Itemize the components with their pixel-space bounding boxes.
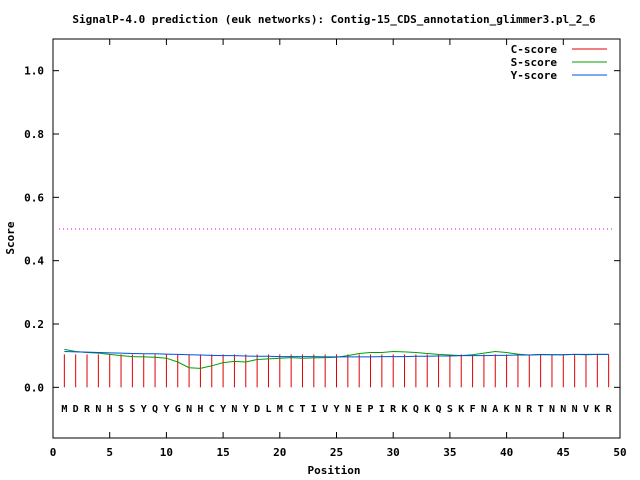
sequence-letter: N <box>231 404 237 415</box>
sequence-letter: K <box>402 404 408 415</box>
y-tick-label: 0.6 <box>24 191 44 204</box>
sequence-letter: C <box>209 404 215 415</box>
x-tick-label: 30 <box>387 446 400 459</box>
sequence-letter: K <box>424 404 430 415</box>
x-tick-label: 5 <box>106 446 113 459</box>
sequence-letter: C <box>288 404 294 415</box>
sequence-letter: D <box>73 404 79 415</box>
sequence-letter: V <box>322 404 328 415</box>
sequence-letter: R <box>84 404 91 415</box>
legend-label: C-score <box>511 43 558 56</box>
sequence-letter: S <box>129 404 135 415</box>
y-tick-label: 0.0 <box>24 381 44 394</box>
y-scoreline <box>64 351 609 358</box>
sequence-letter: T <box>299 404 305 415</box>
x-tick-label: 0 <box>50 446 57 459</box>
c-score-bars <box>63 354 610 388</box>
y-axis: 0.0 0.2 0.4 0.6 0.8 1.0 <box>24 65 620 394</box>
x-tick-label: 10 <box>160 446 173 459</box>
sequence-letter: S <box>118 404 124 415</box>
sequence-letter: N <box>515 404 521 415</box>
y-tick-label: 0.4 <box>24 255 44 268</box>
legend-label: Y-score <box>511 69 558 82</box>
sequence-letter: Q <box>152 404 158 415</box>
sequence-letter: S <box>447 404 453 415</box>
x-tick-label: 15 <box>216 446 229 459</box>
x-axis: 0 5 10 15 20 25 30 35 40 45 50 <box>50 39 627 459</box>
sequence-letter: I <box>379 404 385 415</box>
sequence-letter: F <box>470 404 476 415</box>
chart-title: SignalP-4.0 prediction (euk networks): C… <box>72 13 596 26</box>
sequence-letter: Y <box>333 404 339 415</box>
sequence-letter: V <box>583 404 589 415</box>
sequence-letter: Q <box>436 404 442 415</box>
sequence-letter: N <box>572 404 578 415</box>
x-tick-label: 45 <box>557 446 570 459</box>
sequence-letter: P <box>368 404 374 415</box>
sequence-letter: D <box>254 404 260 415</box>
sequence-letter: R <box>526 404 533 415</box>
sequence-letter: Q <box>413 404 419 415</box>
sequence-letter: K <box>504 404 510 415</box>
y-axis-label: Score <box>4 221 17 254</box>
sequence-letter: K <box>458 404 464 415</box>
x-tick-label: 50 <box>613 446 626 459</box>
sequence-letter: Y <box>141 404 147 415</box>
sequence-letter: Y <box>220 404 226 415</box>
sequence-letter: L <box>265 404 271 415</box>
sequence-letter: M <box>61 404 67 415</box>
sequence-letter: A <box>492 404 498 415</box>
sequence-letter: N <box>481 404 487 415</box>
sequence-letter: E <box>356 404 362 415</box>
series-lines <box>64 348 609 369</box>
sequence-letter: K <box>594 404 600 415</box>
sequence-letter: H <box>197 404 203 415</box>
sequence-letter: M <box>277 404 283 415</box>
y-tick-label: 1.0 <box>24 65 44 78</box>
sequence-letter: R <box>390 404 397 415</box>
sequence-letter: N <box>186 404 192 415</box>
sequence-letter: H <box>107 404 113 415</box>
sequence-letter: G <box>175 404 181 415</box>
x-axis-label: Position <box>308 464 361 477</box>
sequence-letter: T <box>538 404 544 415</box>
x-tick-label: 20 <box>273 446 286 459</box>
x-tick-label: 35 <box>443 446 456 459</box>
legend-label: S-score <box>511 56 558 69</box>
x-tick-label: 25 <box>330 446 343 459</box>
sequence-letter: N <box>560 404 566 415</box>
sequence-letter: I <box>311 404 317 415</box>
x-tick-label: 40 <box>500 446 513 459</box>
sequence-letter: Y <box>163 404 169 415</box>
sequence-letter: N <box>549 404 555 415</box>
y-tick-label: 0.2 <box>24 318 44 331</box>
y-tick-label: 0.8 <box>24 128 44 141</box>
sequence-letter: Y <box>243 404 249 415</box>
sequence-letter: N <box>345 404 351 415</box>
sequence-letter: N <box>95 404 101 415</box>
sequence-letter: R <box>606 404 613 415</box>
